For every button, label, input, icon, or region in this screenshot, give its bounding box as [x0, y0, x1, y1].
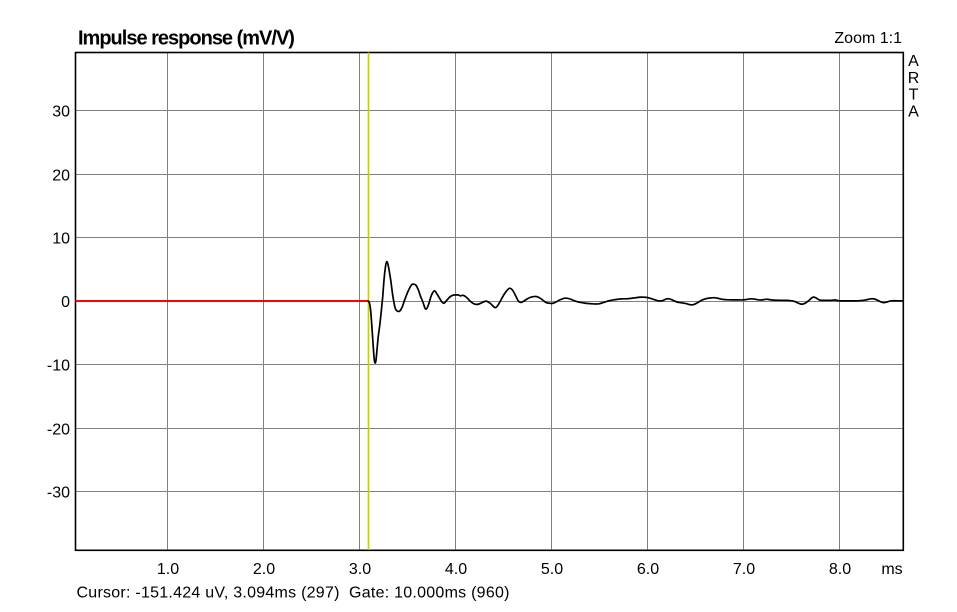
svg-text:30: 30	[52, 104, 70, 121]
svg-text:4.0: 4.0	[445, 561, 467, 578]
svg-text:-10: -10	[47, 358, 70, 375]
svg-text:20: 20	[52, 168, 70, 185]
svg-text:2.0: 2.0	[253, 561, 275, 578]
svg-text:Cursor: -151.424 uV, 3.094ms (: Cursor: -151.424 uV, 3.094ms (297) Gate:…	[77, 585, 510, 602]
svg-text:T: T	[909, 87, 919, 104]
svg-text:R: R	[908, 70, 920, 87]
svg-text:7.0: 7.0	[733, 561, 755, 578]
svg-text:A: A	[908, 53, 919, 70]
svg-text:Impulse response (mV/V): Impulse response (mV/V)	[78, 27, 294, 49]
svg-text:3.0: 3.0	[349, 561, 371, 578]
svg-text:5.0: 5.0	[541, 561, 563, 578]
svg-text:6.0: 6.0	[637, 561, 659, 578]
svg-text:8.0: 8.0	[829, 561, 851, 578]
svg-text:-30: -30	[47, 485, 70, 502]
svg-text:-20: -20	[47, 422, 70, 439]
svg-text:A: A	[908, 103, 919, 120]
svg-text:Zoom 1:1: Zoom 1:1	[834, 30, 902, 47]
svg-text:10: 10	[52, 231, 70, 248]
svg-text:1.0: 1.0	[157, 561, 179, 578]
svg-text:ms: ms	[881, 561, 902, 578]
svg-text:0: 0	[61, 294, 70, 311]
